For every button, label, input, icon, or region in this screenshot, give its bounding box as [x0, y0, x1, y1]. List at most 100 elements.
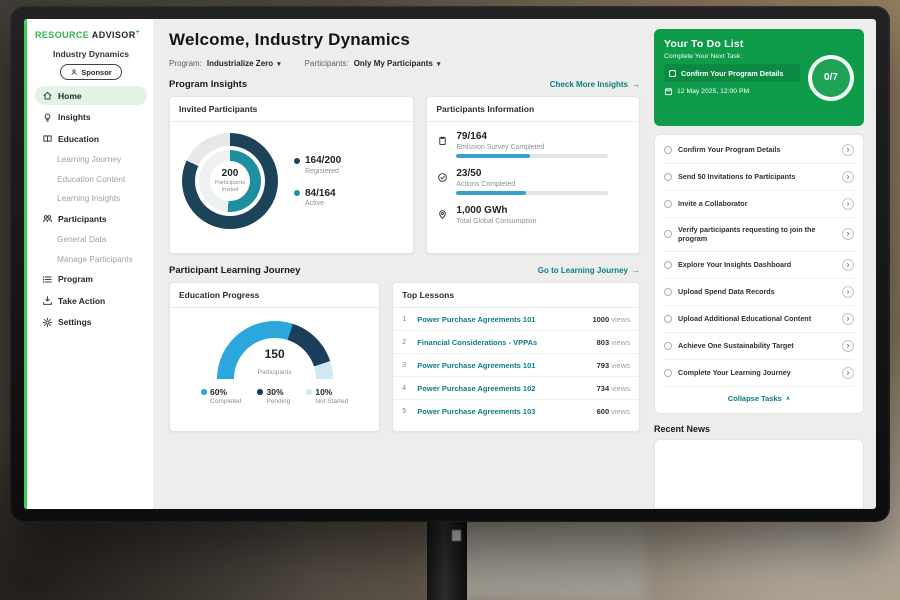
- card-title: Education Progress: [170, 283, 380, 308]
- check-more-insights-link[interactable]: Check More Insights →: [549, 80, 640, 89]
- logo-advisor: ADVISOR+: [91, 29, 141, 40]
- section-title-program-insights: Program Insights: [169, 79, 248, 90]
- task-item-send-50-invitations-to-participants[interactable]: Send 50 Invitations to Participants ›: [664, 164, 854, 191]
- task-item-verify-participants-requesting-to-join-the-program[interactable]: Verify participants requesting to join t…: [664, 218, 854, 252]
- card-title: Participants Information: [427, 97, 639, 122]
- dashboard: RESOURCE ADVISOR+ Industry Dynamics Spon…: [24, 19, 876, 509]
- program-icon: [42, 274, 53, 285]
- checkbox-icon[interactable]: [664, 341, 672, 350]
- chevron-right-icon[interactable]: ›: [842, 258, 854, 271]
- sidebar-item-manage-participants[interactable]: Manage Participants: [57, 253, 133, 264]
- learning-journey-header: Participant Learning Journey Go to Learn…: [169, 265, 640, 276]
- logo-resource: RESOURCE: [35, 30, 90, 40]
- legend-item-pending: 30% Pending: [257, 387, 290, 405]
- task-item-upload-spend-data-records[interactable]: Upload Spend Data Records ›: [664, 279, 854, 306]
- task-item-invite-a-collaborator[interactable]: Invite a Collaborator ›: [664, 191, 854, 218]
- learning-cards-row: Education Progress 150 Participants 60% …: [169, 282, 640, 432]
- checkbox-icon[interactable]: [669, 69, 676, 77]
- checkbox-icon[interactable]: [664, 173, 672, 181]
- action-icon: [42, 295, 53, 306]
- chevron-right-icon[interactable]: ›: [842, 285, 854, 298]
- chevron-right-icon[interactable]: ›: [842, 171, 854, 183]
- checkbox-icon[interactable]: [664, 146, 672, 154]
- filters-bar: Program: Industrialize Zero ▾ Participan…: [169, 59, 640, 68]
- legend-dot-icon: [201, 389, 207, 395]
- collapse-tasks-link[interactable]: Collapse Tasks ∧: [727, 393, 791, 403]
- legend-dot-icon: [294, 157, 300, 164]
- sidebar-item-education[interactable]: Education: [35, 129, 147, 148]
- participants-icon: [42, 213, 53, 224]
- home-icon: [42, 90, 53, 101]
- card-title: Invited Participants: [170, 97, 414, 122]
- task-item-achieve-one-sustainability-target[interactable]: Achieve One Sustainability Target ›: [664, 333, 854, 360]
- person-icon: [70, 68, 78, 76]
- lesson-row-4[interactable]: 4 Power Purchase Agreements 102 734 view…: [393, 377, 639, 400]
- checkbox-icon[interactable]: [664, 230, 672, 239]
- progress-bar: [456, 154, 609, 158]
- checkbox-icon[interactable]: [664, 368, 672, 377]
- todo-next-task[interactable]: Confirm Your Program Details: [664, 64, 800, 82]
- lesson-row-2[interactable]: 2 Financial Considerations - VPPAs 803 v…: [393, 331, 639, 354]
- sponsor-badge[interactable]: Sponsor: [60, 64, 122, 80]
- app-logo: RESOURCE ADVISOR+: [35, 29, 147, 40]
- sidebar-item-education-content[interactable]: Education Content: [57, 173, 126, 184]
- lessons-list: 1 Power Purchase Agreements 101 1000 vie…: [393, 308, 639, 422]
- sidebar-item-learning-journey[interactable]: Learning Journey: [57, 154, 122, 164]
- sidebar-nav: Home Insights Education Learning Journey Edu…: [35, 86, 147, 332]
- program-insights-header: Program Insights Check More Insights →: [169, 79, 640, 90]
- task-item-explore-your-insights-dashboard[interactable]: Explore Your Insights Dashboard ›: [664, 252, 854, 279]
- lesson-row-1[interactable]: 1 Power Purchase Agreements 101 1000 vie…: [393, 308, 639, 331]
- task-item-confirm-your-program-details[interactable]: Confirm Your Program Details ›: [664, 137, 854, 164]
- task-item-upload-additional-educational-content[interactable]: Upload Additional Educational Content ›: [664, 306, 854, 333]
- todo-progress-ring: 0/7: [808, 54, 854, 101]
- todo-subtitle: Complete Your Next Task:: [664, 53, 743, 60]
- chevron-right-icon[interactable]: ›: [842, 339, 854, 352]
- lesson-row-3[interactable]: 3 Power Purchase Agreements 101 793 view…: [393, 354, 639, 377]
- chevron-right-icon[interactable]: ›: [842, 198, 854, 210]
- checkbox-icon[interactable]: [664, 260, 672, 269]
- clipboard-icon: [437, 133, 448, 146]
- lesson-row-5[interactable]: 5 Power Purchase Agreements 103 600 view…: [402, 406, 630, 416]
- sidebar-item-general-data[interactable]: General Data: [57, 234, 107, 244]
- education-progress-card: Education Progress 150 Participants 60% …: [169, 282, 381, 432]
- checkbox-icon[interactable]: [664, 314, 672, 323]
- task-item-complete-your-learning-journey[interactable]: Complete Your Learning Journey ›: [664, 360, 854, 387]
- tasks-card: Confirm Your Program Details › Send 50 I…: [654, 134, 864, 414]
- chevron-right-icon[interactable]: ›: [842, 228, 854, 241]
- program-filter-label: Program:: [169, 59, 202, 68]
- donut-center: 200 Participants Invited: [210, 161, 250, 201]
- logo-plus: +: [135, 29, 141, 36]
- invited-participants-card: Invited Participants 200 Participants In…: [169, 96, 415, 254]
- sidebar-item-settings[interactable]: Settings: [35, 313, 147, 332]
- legend-dot-icon: [257, 389, 263, 395]
- legend-dot-icon: [294, 190, 300, 196]
- recent-news-card: [654, 438, 864, 509]
- sidebar-item-program[interactable]: Program: [35, 270, 147, 289]
- go-to-learning-journey-link[interactable]: Go to Learning Journey →: [537, 266, 640, 275]
- participants-filter-dropdown[interactable]: Only My Participants ▾: [353, 59, 441, 68]
- participants-filter-label: Participants:: [304, 59, 349, 68]
- sidebar-item-home[interactable]: Home: [35, 86, 147, 105]
- info-row-actions-completed: 23/50 Actions Completed: [437, 168, 629, 195]
- section-title-recent-news: Recent News: [654, 423, 711, 434]
- section-title-learning-journey: Participant Learning Journey: [169, 265, 301, 276]
- sidebar-item-take-action[interactable]: Take Action: [35, 291, 147, 310]
- chevron-right-icon[interactable]: ›: [842, 312, 854, 325]
- sidebar-item-insights[interactable]: Insights: [35, 108, 147, 127]
- program-filter-dropdown[interactable]: Industrialize Zero ▾: [206, 59, 281, 68]
- info-row-emission-survey-completed: 79/164 Emission Survey Completed: [437, 131, 629, 158]
- checkbox-icon[interactable]: [664, 287, 672, 296]
- sidebar-item-participants[interactable]: Participants: [35, 209, 147, 228]
- checkbox-icon[interactable]: [664, 200, 672, 208]
- participants-info-rows: 79/164 Emission Survey Completed 23/50 A…: [427, 122, 639, 237]
- chevron-right-icon[interactable]: ›: [842, 366, 854, 379]
- stand-sticker: [452, 530, 461, 541]
- page-title: Welcome, Industry Dynamics: [169, 30, 411, 49]
- tasks-list: Confirm Your Program Details › Send 50 I…: [664, 137, 854, 387]
- gauge-center: 150 Participants: [257, 346, 292, 376]
- pin-icon: [437, 207, 448, 219]
- sidebar-item-learning-insights[interactable]: Learning Insights: [57, 193, 121, 203]
- monitor: RESOURCE ADVISOR+ Industry Dynamics Spon…: [10, 6, 890, 522]
- chevron-right-icon[interactable]: ›: [842, 144, 854, 156]
- check-circle-icon: [437, 170, 448, 182]
